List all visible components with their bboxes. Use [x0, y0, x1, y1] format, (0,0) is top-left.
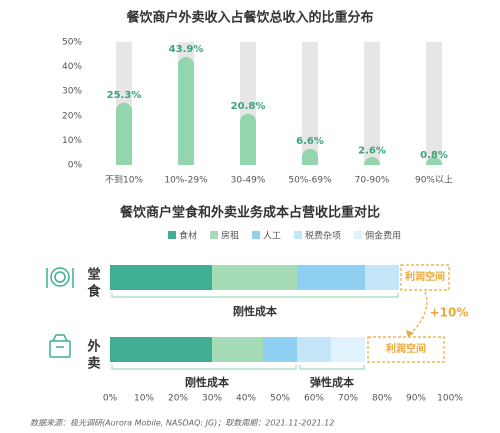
bar-segment	[110, 337, 212, 362]
annotation: 弹性成本	[310, 375, 354, 389]
bracket	[111, 365, 297, 370]
y-tick-label: 外卖	[85, 338, 102, 373]
x-tick-label: 10%-29%	[164, 176, 208, 186]
chart-title: 餐饮商户外卖收入占餐饮总收入的比重分布	[125, 10, 373, 26]
legend-swatch	[210, 231, 219, 239]
annotation: +10%	[430, 306, 469, 320]
bar-segment	[110, 265, 212, 290]
y-tick-label: 20%	[62, 111, 82, 121]
bar-background	[302, 42, 318, 165]
bar-segment	[263, 337, 297, 362]
x-tick-label: 60%	[304, 394, 324, 404]
value-label: 43.9%	[169, 44, 204, 55]
bar-background	[426, 42, 442, 165]
bracket	[299, 365, 365, 370]
bracket	[111, 293, 399, 298]
legend-swatch	[252, 231, 261, 239]
x-tick-label: 80%	[372, 394, 392, 404]
legend-label: 房租	[221, 230, 239, 242]
chart-title: 餐饮商户堂食和外卖业务成本占营收比重对比	[119, 205, 380, 221]
x-tick-label: 90%以上	[415, 175, 453, 186]
annotation: 刚性成本	[185, 375, 229, 389]
arrow	[409, 291, 428, 335]
y-tick-label: 0%	[68, 161, 83, 171]
bar-background	[364, 42, 380, 165]
x-tick-label: 100%	[437, 394, 463, 404]
y-tick-label: 堂食	[85, 266, 101, 301]
bar-segment	[331, 337, 365, 362]
profit-box	[367, 336, 445, 363]
profit-box	[400, 264, 450, 291]
legend-label: 食材	[179, 230, 197, 242]
value-label: 6.6%	[296, 136, 324, 147]
x-tick-label: 50%-69%	[288, 176, 332, 186]
x-tick-label: 40%	[236, 394, 256, 404]
bar-segment	[297, 337, 331, 362]
x-tick-label: 70-90%	[355, 176, 390, 186]
x-tick-label: 0%	[103, 394, 118, 404]
bar-segment	[212, 337, 263, 362]
y-tick-label: 30%	[62, 87, 82, 97]
bar	[302, 148, 318, 165]
dine-in-icon	[46, 267, 74, 288]
x-tick-label: 70%	[338, 394, 358, 404]
bar-segment	[212, 265, 297, 290]
arrow-head	[406, 330, 414, 337]
y-tick-label: 40%	[62, 62, 82, 72]
bar-segment	[365, 265, 399, 290]
value-label: 25.3%	[107, 90, 142, 101]
bar	[426, 157, 442, 165]
x-tick-label: 30%	[202, 394, 222, 404]
legend-label: 人工	[263, 231, 281, 242]
annotation: 利润空间	[386, 342, 426, 355]
x-tick-label: 20%	[168, 394, 188, 404]
legend-swatch	[168, 231, 176, 239]
x-tick-label: 90%	[406, 394, 426, 404]
value-label: 20.8%	[231, 101, 266, 112]
legend-label: 佣金费用	[365, 230, 401, 242]
bar	[116, 102, 132, 165]
y-tick-label: 10%	[62, 136, 82, 146]
y-tick-label: 50%	[62, 38, 82, 48]
x-tick-label: 50%	[270, 394, 290, 404]
x-tick-label: 不到10%	[105, 174, 143, 186]
legend-swatch	[294, 231, 303, 239]
bar	[178, 57, 194, 165]
bar-segment	[297, 265, 365, 290]
annotation: 刚性成本	[233, 304, 277, 318]
bar	[240, 113, 256, 165]
bar	[364, 157, 380, 165]
source-note: 数据来源：极光调研(Aurora Mobile, NASDAQ: JG)；取数周…	[30, 419, 334, 428]
legend-label: 税费杂项	[305, 230, 341, 242]
x-tick-label: 10%	[134, 394, 154, 404]
legend-swatch	[354, 231, 363, 239]
value-label: 2.6%	[358, 146, 386, 157]
x-tick-label: 30-49%	[231, 176, 266, 186]
value-label: 0.8%	[420, 150, 448, 161]
annotation: 利润空间	[405, 270, 445, 283]
takeout-icon	[49, 334, 71, 358]
